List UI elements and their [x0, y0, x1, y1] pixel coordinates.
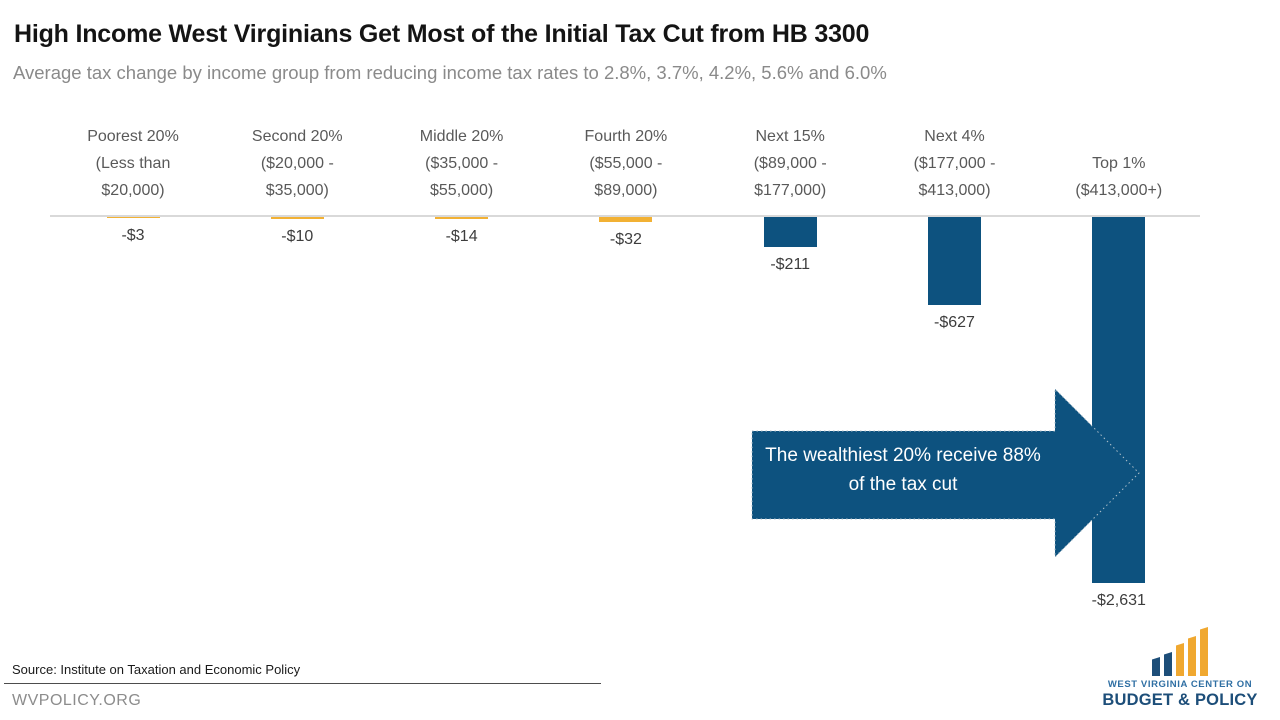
- org-logo: WEST VIRGINIA CENTER ON BUDGET & POLICY: [1098, 624, 1262, 710]
- bar: [599, 217, 653, 222]
- value-label: -$14: [445, 228, 478, 245]
- category-label-line: ($55,000 -: [589, 155, 663, 172]
- category-label: Poorest 20% (Less than $20,000): [48, 123, 218, 204]
- category-label-line: Middle 20%: [419, 128, 504, 145]
- bar: [435, 217, 489, 219]
- category-label: Top 1% ($413,000+): [1034, 123, 1204, 204]
- annotation-line-2: of the tax cut: [848, 474, 958, 495]
- category-label-line: Top 1%: [1092, 155, 1146, 172]
- category-label-line: $35,000): [265, 182, 329, 199]
- category-label-line: Poorest 20%: [87, 128, 179, 145]
- category-label-line: Fourth 20%: [584, 128, 668, 145]
- category-label-line: ($413,000+): [1075, 182, 1163, 199]
- bar: [1092, 217, 1146, 583]
- value-label: -$3: [121, 227, 145, 244]
- category-label-line: ($20,000 -: [260, 155, 334, 172]
- category-label-line: ($177,000 -: [913, 155, 996, 172]
- category-label-line: $20,000): [101, 182, 165, 199]
- bar: [106, 217, 160, 218]
- category-label-line: Second 20%: [251, 128, 343, 145]
- category-label-line: $89,000): [594, 182, 658, 199]
- bar: [763, 217, 817, 247]
- category-label: Next 4% ($177,000 - $413,000): [870, 123, 1040, 204]
- bar: [928, 217, 981, 305]
- category-label-line: (Less than: [95, 155, 171, 172]
- zero-baseline: [50, 215, 1200, 217]
- bar: [270, 217, 324, 219]
- value-label: -$627: [934, 314, 975, 331]
- logo-bars-icon: [1152, 627, 1208, 676]
- value-label: -$10: [281, 228, 314, 245]
- annotation-label: The wealthiest 20% receive 88% of the ta…: [752, 441, 1054, 499]
- category-label: Next 15% ($89,000 - $177,000): [705, 123, 875, 204]
- category-label: Second 20% ($20,000 - $35,000): [212, 123, 382, 204]
- category-label-line: $177,000): [754, 182, 827, 199]
- chart-title: High Income West Virginians Get Most of …: [14, 20, 870, 48]
- category-label: Fourth 20% ($55,000 - $89,000): [541, 123, 711, 204]
- category-label-line: ($35,000 -: [425, 155, 499, 172]
- value-label: -$2,631: [1091, 592, 1146, 609]
- footer-website: WVPOLICY.ORG: [12, 692, 142, 709]
- logo-text-line2: BUDGET & POLICY: [1102, 691, 1258, 709]
- source-note: Source: Institute on Taxation and Econom…: [12, 662, 301, 677]
- category-label-line: Next 15%: [755, 128, 825, 145]
- value-label: -$211: [770, 256, 811, 273]
- category-label-line: $413,000): [918, 182, 991, 199]
- category-label-line: Next 4%: [924, 128, 985, 145]
- category-label-line: $55,000): [430, 182, 494, 199]
- category-label: Middle 20% ($35,000 - $55,000): [377, 123, 547, 204]
- chart-subtitle: Average tax change by income group from …: [13, 62, 887, 83]
- footer-divider: [4, 683, 601, 684]
- annotation-line-1: The wealthiest 20% receive 88%: [765, 445, 1041, 466]
- category-label-line: ($89,000 -: [753, 155, 827, 172]
- value-label: -$32: [609, 231, 642, 248]
- logo-text-line1: WEST VIRGINIA CENTER ON: [1107, 679, 1253, 690]
